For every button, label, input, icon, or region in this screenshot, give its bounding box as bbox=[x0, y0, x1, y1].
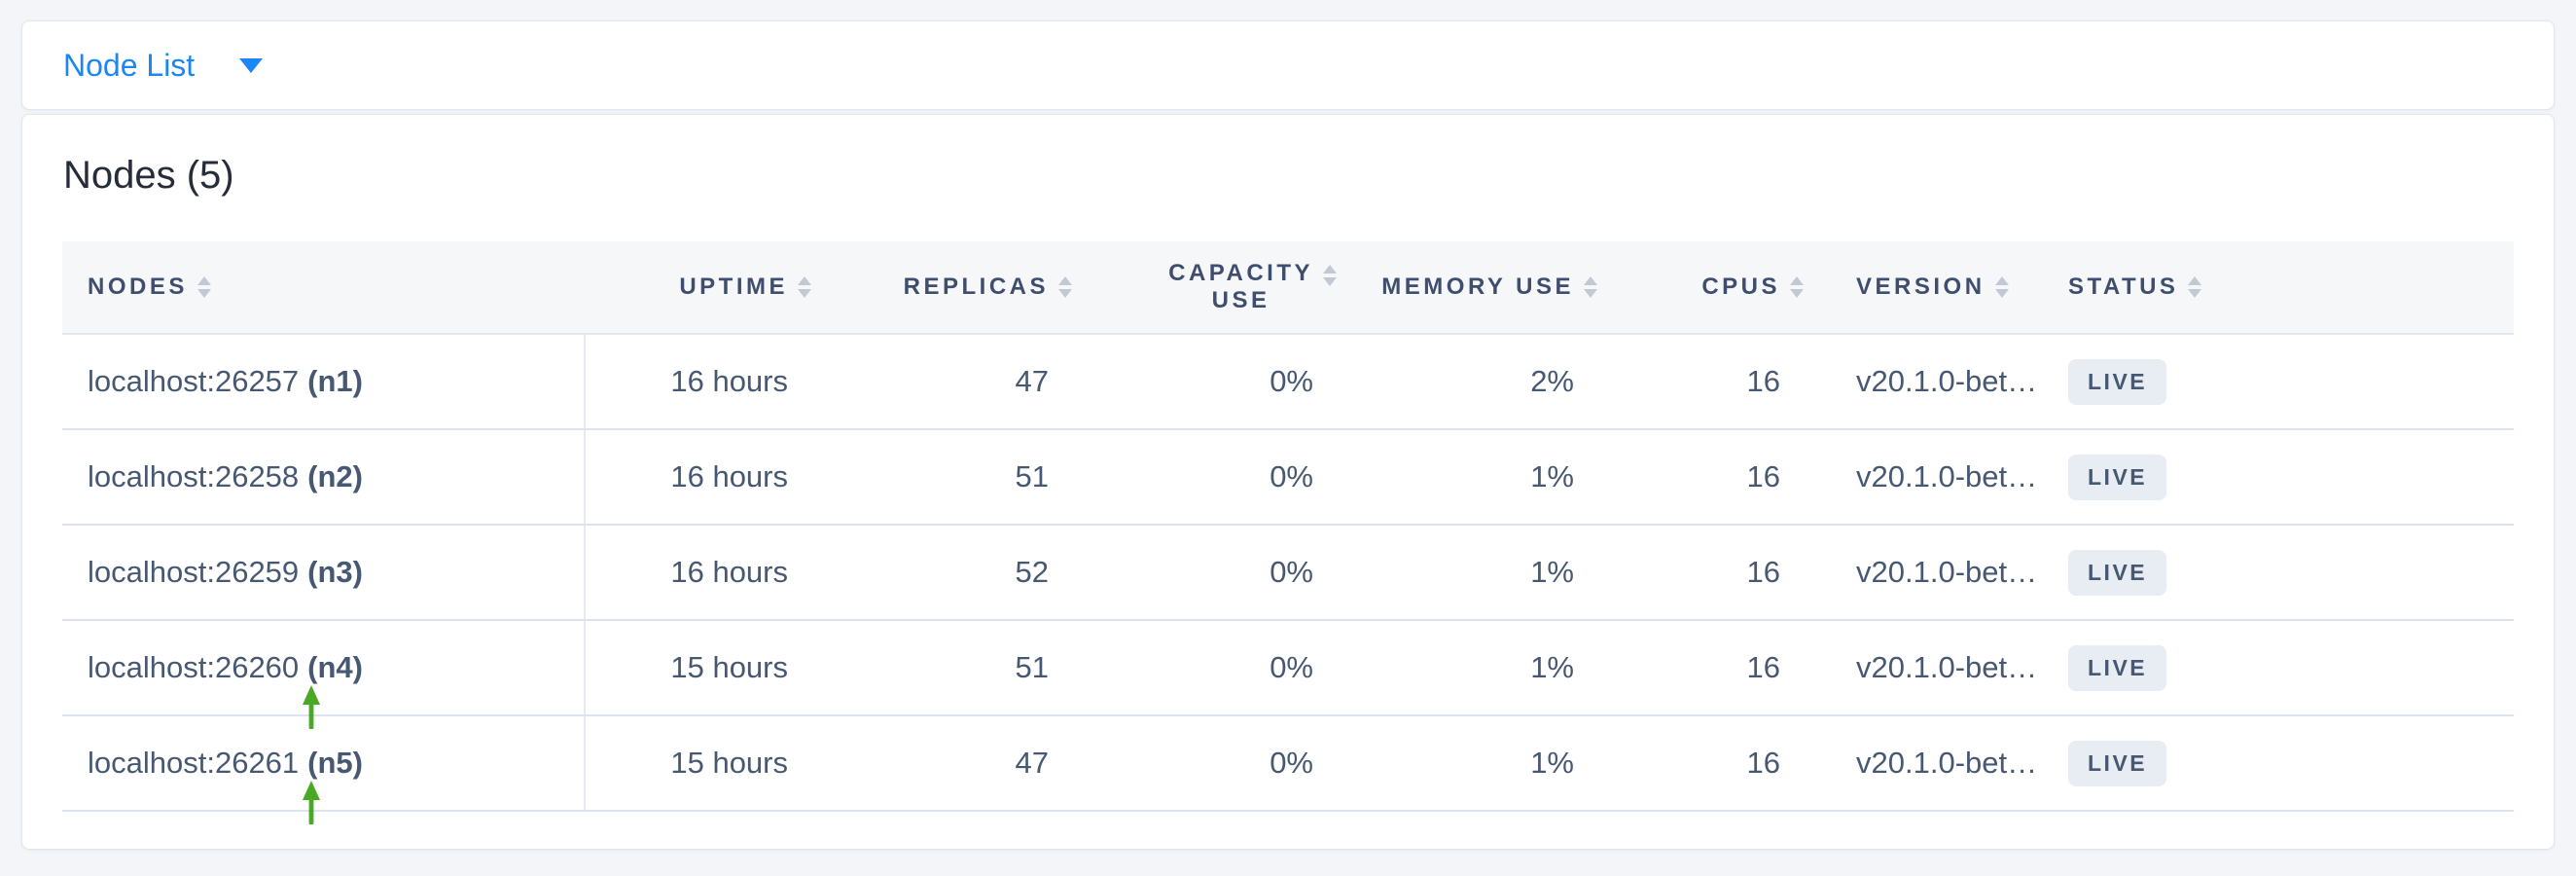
status-badge: LIVE bbox=[2068, 358, 2167, 405]
status-badge: LIVE bbox=[2068, 644, 2167, 691]
table-body: localhost:26257 (n1) 16 hours 47 0% 2% 16 v20.1… bbox=[62, 335, 2514, 812]
cpus-cell: 16 bbox=[1746, 650, 1780, 684]
column-header-label: VERSION bbox=[1856, 274, 1986, 300]
nodes-card: Nodes (5) NODES UPTIME REPLICAS CAPACITY US… bbox=[21, 114, 2555, 850]
cpus-cell: 16 bbox=[1746, 459, 1780, 493]
cpus-cell: 16 bbox=[1746, 746, 1780, 780]
replicas-cell: 51 bbox=[1015, 459, 1049, 493]
sort-updown-icon bbox=[1790, 276, 1804, 298]
memory-use-cell: 1% bbox=[1530, 746, 1574, 780]
page-title: Nodes (5) bbox=[63, 154, 234, 197]
capacity-use-cell: 0% bbox=[1270, 555, 1313, 589]
cpus-cell: 16 bbox=[1746, 364, 1780, 398]
replicas-cell: 51 bbox=[1015, 650, 1049, 684]
column-header-cpus[interactable]: CPUS bbox=[1636, 241, 1843, 333]
sort-updown-icon bbox=[1584, 276, 1597, 298]
annotation-arrow-n4-up-arrow-icon bbox=[302, 685, 321, 730]
version-cell: v20.1.0-bet… bbox=[1856, 746, 2038, 780]
memory-use-cell: 1% bbox=[1530, 555, 1574, 589]
sort-updown-icon bbox=[798, 276, 811, 298]
node-address: localhost:26259 bbox=[88, 555, 300, 589]
column-header-capacity[interactable]: CAPACITY USE bbox=[1111, 241, 1376, 333]
column-header-uptime[interactable]: UPTIME bbox=[586, 241, 850, 333]
status-cell: LIVE bbox=[2068, 621, 2514, 714]
uptime-cell: 15 hours bbox=[670, 650, 788, 684]
page-header-bar: Node List bbox=[21, 20, 2555, 110]
uptime-cell: 16 hours bbox=[670, 459, 788, 493]
cpus-cell: 16 bbox=[1746, 555, 1780, 589]
capacity-use-cell: 0% bbox=[1270, 364, 1313, 398]
capacity-use-cell: 0% bbox=[1270, 746, 1313, 780]
table-row: localhost:26258 (n2) 16 hours 51 0% 1% 16 v20.1… bbox=[62, 430, 2514, 526]
column-header-memory[interactable]: MEMORY USE bbox=[1376, 241, 1636, 333]
annotation-arrow-n5-up-arrow-icon bbox=[302, 781, 321, 825]
sort-updown-icon bbox=[1994, 276, 2009, 298]
status-cell: LIVE bbox=[2068, 430, 2514, 524]
node-address: localhost:26258 bbox=[88, 459, 300, 493]
node-address-cell: localhost:26259 (n3) bbox=[62, 526, 586, 619]
column-header-label: MEMORY USE bbox=[1381, 274, 1574, 300]
node-id: (n4) bbox=[307, 650, 363, 684]
table-row: localhost:26257 (n1) 16 hours 47 0% 2% 16 v20.1… bbox=[62, 335, 2514, 430]
uptime-cell: 16 hours bbox=[670, 555, 788, 589]
column-header-label: REPLICAS bbox=[903, 274, 1049, 300]
node-address-cell: localhost:26260 (n4) bbox=[62, 621, 586, 714]
sort-updown-icon bbox=[1323, 265, 1337, 286]
version-cell: v20.1.0-bet… bbox=[1856, 364, 2038, 398]
node-list-dropdown[interactable]: Node List bbox=[63, 47, 264, 84]
node-address-cell: localhost:26261 (n5) bbox=[62, 716, 586, 810]
nodes-table: NODES UPTIME REPLICAS CAPACITY USE MEMORY US… bbox=[62, 241, 2514, 812]
chevron-down-icon bbox=[239, 57, 264, 73]
uptime-cell: 16 hours bbox=[670, 364, 788, 398]
sort-updown-icon bbox=[197, 276, 211, 298]
column-header-label: CPUS bbox=[1701, 274, 1780, 300]
table-header-row: NODES UPTIME REPLICAS CAPACITY USE MEMORY US… bbox=[62, 241, 2514, 335]
node-address: localhost:26257 bbox=[88, 364, 300, 398]
status-cell: LIVE bbox=[2068, 335, 2514, 428]
status-cell: LIVE bbox=[2068, 526, 2514, 619]
node-id: (n5) bbox=[307, 746, 363, 780]
column-header-label: STATUS bbox=[2068, 274, 2179, 300]
version-cell: v20.1.0-bet… bbox=[1856, 555, 2038, 589]
node-id: (n1) bbox=[307, 364, 363, 398]
replicas-cell: 52 bbox=[1015, 555, 1049, 589]
memory-use-cell: 1% bbox=[1530, 650, 1574, 684]
column-header-label: UPTIME bbox=[679, 274, 788, 300]
sort-updown-icon bbox=[2188, 276, 2202, 298]
table-row: localhost:26259 (n3) 16 hours 52 0% 1% 16 v20.1… bbox=[62, 526, 2514, 621]
node-address-cell: localhost:26257 (n1) bbox=[62, 335, 586, 428]
table-row: localhost:26260 (n4) 15 hours 51 0% 1% 16 v20.1… bbox=[62, 621, 2514, 716]
memory-use-cell: 1% bbox=[1530, 459, 1574, 493]
table-row: localhost:26261 (n5) 15 hours 47 0% 1% 16 v20.1… bbox=[62, 716, 2514, 812]
node-address: localhost:26260 bbox=[88, 650, 300, 684]
column-header-nodes[interactable]: NODES bbox=[62, 241, 586, 333]
memory-use-cell: 2% bbox=[1530, 364, 1574, 398]
status-badge: LIVE bbox=[2068, 454, 2167, 500]
column-header-status[interactable]: STATUS bbox=[2068, 241, 2514, 333]
column-header-label: NODES bbox=[88, 274, 188, 300]
node-address: localhost:26261 bbox=[88, 746, 300, 780]
node-list-dropdown-label: Node List bbox=[63, 47, 196, 83]
node-address-cell: localhost:26258 (n2) bbox=[62, 430, 586, 524]
node-id: (n3) bbox=[307, 555, 363, 589]
capacity-use-cell: 0% bbox=[1270, 459, 1313, 493]
status-badge: LIVE bbox=[2068, 549, 2167, 596]
column-header-replicas[interactable]: REPLICAS bbox=[850, 241, 1111, 333]
column-header-label: CAPACITY USE bbox=[1168, 260, 1313, 313]
column-header-version[interactable]: VERSION bbox=[1843, 241, 2068, 333]
uptime-cell: 15 hours bbox=[670, 746, 788, 780]
replicas-cell: 47 bbox=[1015, 364, 1049, 398]
status-badge: LIVE bbox=[2068, 740, 2167, 786]
node-id: (n2) bbox=[307, 459, 363, 493]
version-cell: v20.1.0-bet… bbox=[1856, 650, 2038, 684]
capacity-use-cell: 0% bbox=[1270, 650, 1313, 684]
status-cell: LIVE bbox=[2068, 716, 2514, 810]
sort-updown-icon bbox=[1058, 276, 1072, 298]
replicas-cell: 47 bbox=[1015, 746, 1049, 780]
version-cell: v20.1.0-bet… bbox=[1856, 459, 2038, 493]
